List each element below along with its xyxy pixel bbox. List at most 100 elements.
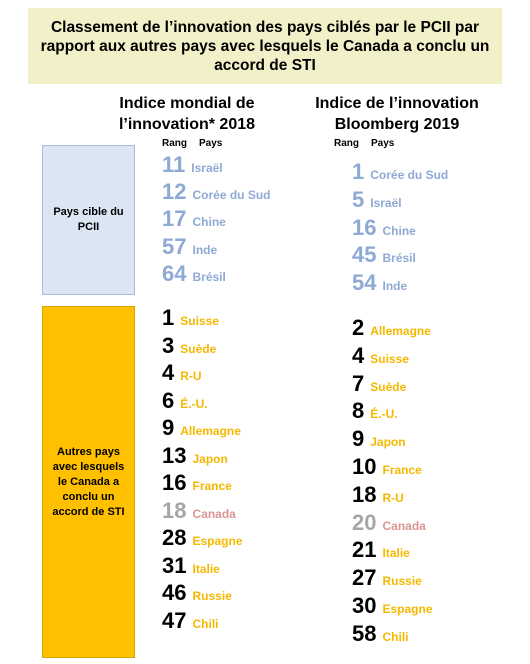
rank-label: 54 xyxy=(352,270,377,296)
rank-label: 11 xyxy=(162,152,186,177)
other-row: 13 Japon xyxy=(162,443,228,469)
target-row: 54 Inde xyxy=(352,270,407,296)
other-row: 20 Canada xyxy=(352,510,426,536)
side-label-others-text: Autres pays avec lesquels le Canada a co… xyxy=(52,445,125,518)
country-label: Israël xyxy=(191,161,223,175)
rank-label: 27 xyxy=(352,565,377,591)
target-row: 57 Inde xyxy=(162,234,217,260)
rank-label: 4 xyxy=(162,360,175,385)
country-label: Italie xyxy=(192,561,220,576)
rank-label: 8 xyxy=(352,398,365,424)
country-label: Espagne xyxy=(192,534,243,548)
country-label: Suède xyxy=(370,379,407,394)
side-label-target-text: Pays cible du PCII xyxy=(53,206,124,233)
other-row: 21 Italie xyxy=(352,537,410,563)
other-row: 18 Canada xyxy=(162,498,236,524)
rank-label: 10 xyxy=(352,454,377,479)
country-label: Suisse xyxy=(370,351,409,366)
rank-label: 28 xyxy=(162,525,187,550)
country-label: É.-U. xyxy=(370,407,398,422)
target-row: 1 Corée du Sud xyxy=(352,159,448,185)
other-row: 30 Espagne xyxy=(352,593,433,619)
other-row: 2 Allemagne xyxy=(352,315,431,341)
rank-label: 7 xyxy=(352,370,365,396)
chart-title-box: Classement de l’innovation des pays cibl… xyxy=(28,8,502,84)
other-row: 31 Italie xyxy=(162,553,220,579)
country-label: É.-U. xyxy=(180,396,208,411)
other-row: 9 Japon xyxy=(352,426,406,452)
rank-label: 18 xyxy=(352,481,377,507)
rank-label: 13 xyxy=(162,442,187,468)
country-label: Japon xyxy=(370,435,406,450)
subheader-bloomberg: Rang Pays xyxy=(334,138,406,149)
column-title-bloomberg: Indice de l’innovation Bloomberg 2019 xyxy=(315,95,479,133)
country-label: Espagne xyxy=(382,602,433,616)
target-row: 5 Israël xyxy=(352,187,402,213)
other-row: 8 É.-U. xyxy=(352,398,398,424)
country-label: Chine xyxy=(382,223,416,238)
country-label: Brésil xyxy=(382,251,416,266)
other-row: 28 Espagne xyxy=(162,525,243,551)
country-label: Corée du Sud xyxy=(370,168,449,182)
rank-label: 20 xyxy=(352,509,377,535)
country-label: Suède xyxy=(180,341,217,356)
other-row: 1 Suisse xyxy=(162,305,219,331)
column-title-gii: Indice mondial de l’innovation* 2018 xyxy=(118,95,256,133)
rank-label: 46 xyxy=(162,580,187,605)
country-label: Inde xyxy=(192,242,218,257)
country-label: Russie xyxy=(382,574,422,589)
subheader-country: Pays xyxy=(199,138,223,149)
country-label: Japon xyxy=(192,451,228,466)
rank-label: 16 xyxy=(352,214,377,240)
country-label: Allemagne xyxy=(180,424,241,438)
rank-label: 17 xyxy=(162,206,187,232)
other-row: 47 Chili xyxy=(162,608,218,634)
rank-label: 2 xyxy=(352,315,365,340)
country-label: Corée du Sud xyxy=(192,188,271,203)
target-row: 12 Corée du Sud xyxy=(162,179,271,205)
country-label: Canada xyxy=(192,506,236,521)
country-label: Chili xyxy=(192,616,219,631)
rank-label: 47 xyxy=(162,607,187,633)
side-label-others: Autres pays avec lesquels le Canada a co… xyxy=(42,306,135,658)
country-label: Canada xyxy=(382,518,426,533)
rank-label: 4 xyxy=(352,342,365,368)
other-row: 16 France xyxy=(162,470,232,496)
rank-label: 5 xyxy=(352,186,365,212)
rank-label: 6 xyxy=(162,387,175,413)
country-label: Suisse xyxy=(180,314,219,328)
rank-label: 1 xyxy=(352,159,365,184)
rank-label: 57 xyxy=(162,233,187,259)
rank-label: 9 xyxy=(162,415,175,440)
subheader-gii: Rang Pays xyxy=(162,138,234,149)
subheader-country: Pays xyxy=(371,138,395,149)
country-label: Israël xyxy=(370,195,402,210)
rank-label: 1 xyxy=(162,305,175,330)
rank-label: 31 xyxy=(162,552,187,578)
other-row: 7 Suède xyxy=(352,371,406,397)
country-label: R-U xyxy=(180,369,202,383)
other-row: 9 Allemagne xyxy=(162,415,241,441)
country-label: Chine xyxy=(192,215,226,230)
target-row: 64 Brésil xyxy=(162,261,226,287)
rank-label: 16 xyxy=(162,470,187,495)
other-row: 27 Russie xyxy=(352,565,422,591)
rank-label: 3 xyxy=(162,332,175,358)
rank-label: 18 xyxy=(162,497,187,523)
rank-label: 45 xyxy=(352,242,377,268)
subheader-rank: Rang xyxy=(334,138,359,149)
rank-label: 12 xyxy=(162,179,187,205)
rank-label: 21 xyxy=(352,537,377,563)
target-row: 45 Brésil xyxy=(352,242,416,268)
target-row: 16 Chine xyxy=(352,215,416,241)
target-row: 11 Israël xyxy=(162,152,223,178)
other-row: 10 France xyxy=(352,454,422,480)
country-label: R-U xyxy=(382,490,404,505)
rank-label: 9 xyxy=(352,426,365,452)
other-row: 4 Suisse xyxy=(352,343,409,369)
target-row: 17 Chine xyxy=(162,206,226,232)
other-row: 6 É.-U. xyxy=(162,388,208,414)
subheader-rank: Rang xyxy=(162,138,187,149)
other-row: 58 Chili xyxy=(352,621,408,647)
other-row: 46 Russie xyxy=(162,580,232,606)
